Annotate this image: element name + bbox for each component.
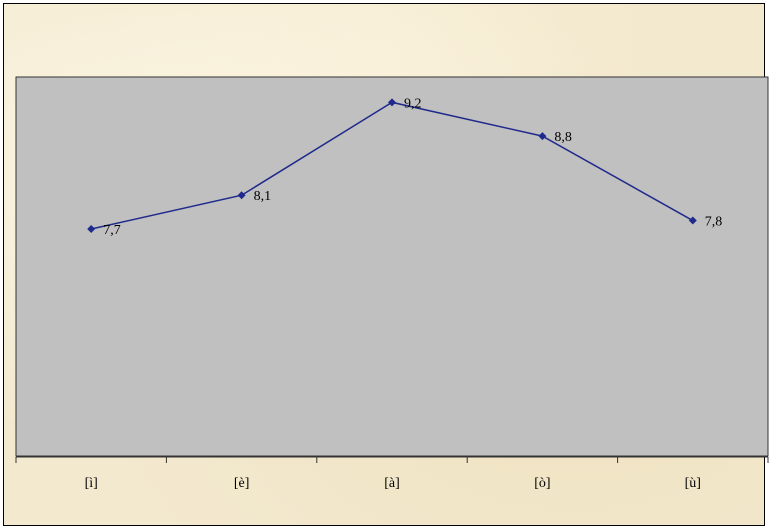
data-point-marker [538,132,547,141]
data-point-marker [87,225,96,233]
x-tick-label: [ì] [85,476,98,491]
data-label: 9,2 [404,96,422,111]
data-label: 8,8 [554,130,572,145]
data-label: 8,1 [254,189,272,204]
data-labels: 7,7 8,1 9,2 8,8 7,8 [103,96,722,238]
plot-area [15,76,769,457]
x-tick-label: [ù] [685,476,701,491]
data-label: 7,8 [705,215,723,230]
x-tick-label: [à] [384,476,400,491]
data-points [87,98,697,233]
x-axis-ticks [15,457,769,463]
data-point-marker [388,98,396,107]
x-axis-tick-labels: [ì] [è] [à] [ò] [ù] [85,476,701,491]
x-tick-label: [è] [234,476,250,491]
data-label: 7,7 [103,223,121,238]
data-point-marker [237,191,246,200]
x-tick-label: [ò] [534,476,550,491]
data-point-marker [688,216,697,225]
